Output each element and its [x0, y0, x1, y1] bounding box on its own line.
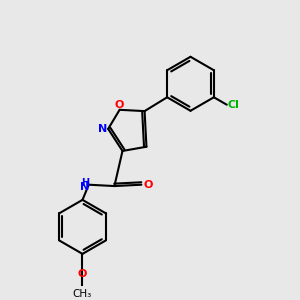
Text: Cl: Cl — [228, 100, 239, 110]
Text: N: N — [80, 182, 89, 192]
Text: N: N — [98, 124, 107, 134]
Text: CH₃: CH₃ — [73, 289, 92, 298]
Text: O: O — [115, 100, 124, 110]
Text: H: H — [81, 178, 89, 188]
Text: O: O — [143, 180, 153, 190]
Text: O: O — [78, 268, 87, 279]
